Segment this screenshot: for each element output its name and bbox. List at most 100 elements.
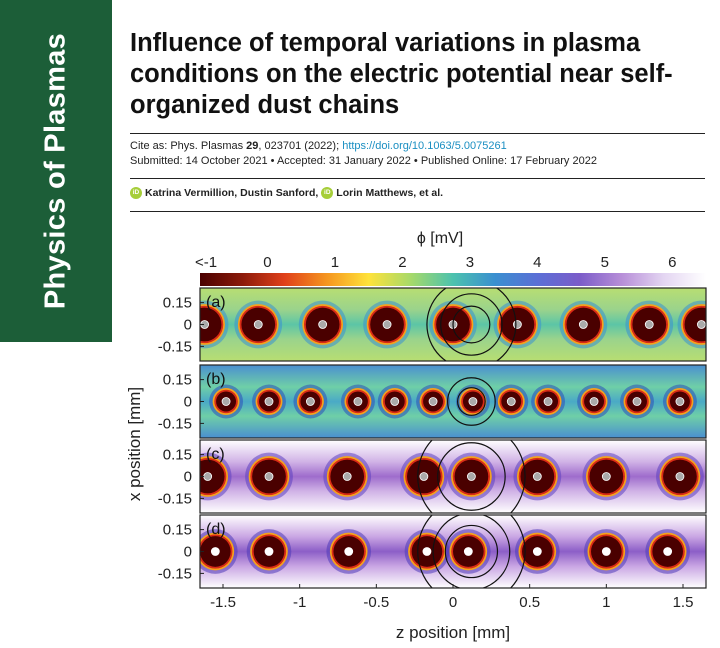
divider-top xyxy=(130,133,705,134)
dust-grain xyxy=(577,384,612,419)
dust-grain xyxy=(404,529,450,574)
interaction-ring xyxy=(417,515,526,588)
divider-bottom xyxy=(130,211,705,212)
x-tick-label: 0.5 xyxy=(519,594,540,611)
dust-grain xyxy=(200,529,238,574)
interaction-ring xyxy=(447,377,496,426)
colorbar xyxy=(200,273,706,286)
x-tick-label: -1 xyxy=(293,594,306,611)
dust-grain xyxy=(513,452,562,501)
y-tick-label: 0 xyxy=(184,544,192,561)
colorbar-tick-label: 6 xyxy=(668,254,676,271)
x-tick-label: 1.5 xyxy=(673,594,694,611)
orcid-icon[interactable]: iD xyxy=(321,187,334,199)
colorbar-tick-label: 3 xyxy=(466,254,474,271)
colorbar-tick-label: 1 xyxy=(331,254,339,271)
y-tick-label: 0.15 xyxy=(163,447,192,464)
interaction-ring xyxy=(452,305,491,344)
heatmap-panel: (c) 0.15 0 -0.15 xyxy=(158,439,707,514)
y-tick-label: -0.15 xyxy=(158,415,192,432)
colorbar-tick-label: 0 xyxy=(263,254,271,271)
x-tick-label: -1.5 xyxy=(210,594,236,611)
interaction-ring xyxy=(432,515,511,588)
interaction-ring xyxy=(457,387,486,416)
dust-grain xyxy=(363,300,411,349)
x-tick-label: 1 xyxy=(602,594,610,611)
dust-grain xyxy=(446,529,491,574)
dust-grain xyxy=(340,384,375,419)
cite-rest: , 023701 (2022); xyxy=(258,140,343,152)
interaction-ring xyxy=(437,442,506,511)
author-names-1[interactable]: Katrina Vermillion, Dustin Sanford, xyxy=(145,187,319,199)
colorbar-tick-label: 5 xyxy=(601,254,609,271)
panel-label: (b) xyxy=(206,371,226,388)
interaction-ring xyxy=(440,293,503,356)
dust-grain xyxy=(447,452,496,501)
dust-grain xyxy=(246,529,292,574)
authors-line: iD Katrina Vermillion, Dustin Sanford, i… xyxy=(130,187,443,199)
y-tick-label: 0.15 xyxy=(163,522,192,539)
x-axis-label: z position [mm] xyxy=(396,623,510,642)
colorbar-tick-label: 2 xyxy=(398,254,406,271)
dust-grain xyxy=(416,384,451,419)
panel-label: (c) xyxy=(206,446,225,463)
doi-link[interactable]: https://doi.org/10.1063/5.0075261 xyxy=(342,140,507,152)
orcid-icon[interactable]: iD xyxy=(130,187,142,199)
dust-grain xyxy=(200,300,229,349)
dust-grain xyxy=(656,452,704,501)
dust-grain xyxy=(559,300,608,349)
y-tick-label: -0.15 xyxy=(158,338,192,355)
journal-band: Physics of Plasmas xyxy=(0,0,112,342)
dust-grain xyxy=(531,384,566,419)
cite-volume: 29 xyxy=(246,140,259,152)
author-names-2[interactable]: Lorin Matthews, et al. xyxy=(336,187,444,199)
y-tick-label: 0.15 xyxy=(163,295,192,312)
dust-grain xyxy=(584,529,629,574)
dust-grain xyxy=(625,300,674,349)
dust-grain xyxy=(677,300,706,349)
heatmap-panel: (b) 0.15 0 -0.15 xyxy=(158,364,707,439)
y-tick-label: -0.15 xyxy=(158,565,192,582)
dust-grain xyxy=(245,452,293,501)
dust-grain xyxy=(645,529,691,574)
y-tick-label: 0 xyxy=(184,469,192,486)
panel-label: (a) xyxy=(206,294,226,311)
interaction-ring xyxy=(444,524,499,579)
y-tick-label: 0 xyxy=(184,394,192,411)
dust-grain xyxy=(200,452,232,501)
y-tick-label: -0.15 xyxy=(158,490,192,507)
y-tick-label: 0 xyxy=(184,317,192,334)
dust-grain xyxy=(377,384,412,419)
colorbar-ticks: <-1 0 1 2 3 4 5 6 xyxy=(195,254,676,271)
dust-grain xyxy=(400,452,448,501)
dust-grain xyxy=(234,300,283,349)
x-axis: -1.5 -1 -0.5 0 0.5 1 1.5 xyxy=(210,584,693,611)
cite-prefix: Cite as: Phys. Plasmas xyxy=(130,140,247,152)
dust-grain xyxy=(293,384,328,419)
divider-middle xyxy=(130,178,705,179)
y-axis-label: x position [mm] xyxy=(125,387,144,501)
dust-grain xyxy=(252,384,286,419)
interaction-ring xyxy=(417,440,526,513)
dust-grain xyxy=(515,529,560,574)
dust-grain xyxy=(582,452,631,501)
dust-grain xyxy=(326,529,372,574)
dust-grain xyxy=(323,452,372,501)
colorbar-tick-label: 4 xyxy=(533,254,541,271)
dust-grain xyxy=(455,384,490,419)
dust-grain xyxy=(662,384,697,419)
dust-grain xyxy=(298,300,347,349)
dust-grain xyxy=(493,300,542,349)
dust-grain xyxy=(620,384,654,419)
heatmap-panel: (d) 0.15 0 -0.15 xyxy=(158,514,707,589)
dust-grain xyxy=(494,384,529,419)
article-title: Influence of temporal variations in plas… xyxy=(130,29,673,119)
colorbar-tick-label: <-1 xyxy=(195,254,217,271)
colorbar-label: ϕ [mV] xyxy=(417,230,463,247)
y-tick-label: 0.15 xyxy=(163,372,192,389)
publication-dates: Submitted: 14 October 2021 • Accepted: 3… xyxy=(130,155,597,167)
dust-grain xyxy=(209,384,244,419)
interaction-ring xyxy=(426,288,517,361)
panel-label: (d) xyxy=(206,521,226,538)
